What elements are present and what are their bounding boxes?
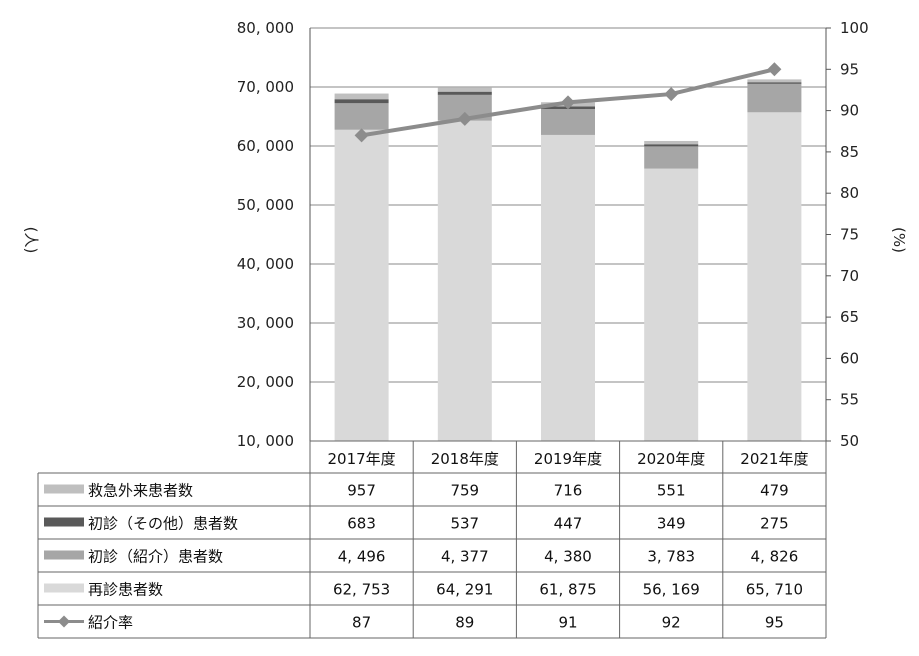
bar-segment <box>644 140 699 145</box>
line-marker <box>354 128 369 143</box>
bar-segment <box>334 93 389 100</box>
axes <box>309 27 831 442</box>
data-label: 3, 783 <box>647 548 695 566</box>
line-marker <box>664 87 679 102</box>
row-label: 救急外来患者数 <box>88 482 193 500</box>
data-label: 64, 291 <box>436 581 493 599</box>
bar-segment <box>437 91 492 95</box>
data-label: 62, 753 <box>333 581 390 599</box>
data-label: 61, 875 <box>539 581 596 599</box>
data-label: 87 <box>352 614 371 632</box>
data-label: 95 <box>765 614 784 632</box>
legend-key <box>44 484 84 494</box>
category-label: 2020年度 <box>637 450 705 468</box>
row-label: 再診患者数 <box>88 581 163 599</box>
right-tick-label: 100 <box>840 19 869 37</box>
right-tick-label: 90 <box>840 102 859 120</box>
bar-segment <box>334 99 389 104</box>
bar-segment <box>541 134 595 441</box>
left-axis-unit: (人) <box>22 227 40 254</box>
data-label: 716 <box>554 482 583 500</box>
data-label: 537 <box>450 515 479 533</box>
category-label: 2018年度 <box>431 450 499 468</box>
bar-segment <box>334 103 389 130</box>
row-label: 初診（その他）患者数 <box>88 515 238 533</box>
bar-segment <box>644 146 699 169</box>
legend-key <box>44 583 84 593</box>
data-label: 349 <box>657 515 686 533</box>
right-tick-label: 55 <box>840 391 859 409</box>
row-label: 紹介率 <box>88 614 133 632</box>
data-label: 65, 710 <box>746 581 803 599</box>
data-label: 275 <box>760 515 789 533</box>
category-label: 2017年度 <box>328 450 396 468</box>
data-label: 4, 496 <box>338 548 386 566</box>
legend-key <box>44 517 84 527</box>
bar-segment <box>747 79 802 83</box>
bar-segment <box>541 109 595 135</box>
line-marker <box>561 95 575 110</box>
line-marker <box>457 111 472 126</box>
data-label: 4, 380 <box>544 548 592 566</box>
data-label: 957 <box>347 482 376 500</box>
data-label: 92 <box>662 614 681 632</box>
right-tick-label: 85 <box>840 143 859 161</box>
data-label: 551 <box>657 482 686 500</box>
data-label: 4, 826 <box>751 548 799 566</box>
right-axis-ticks: 100 95 90 85 80 75 70 65 60 55 50 <box>840 19 869 450</box>
bars <box>334 79 802 441</box>
bar-segment <box>437 87 492 92</box>
right-tick-label: 80 <box>840 184 859 202</box>
right-tick-label: 60 <box>840 349 859 367</box>
category-label: 2021年度 <box>740 450 808 468</box>
right-tick-label: 70 <box>840 267 859 285</box>
bar-segment <box>437 120 492 441</box>
data-label: 479 <box>760 482 789 500</box>
bar-segment <box>644 168 699 441</box>
left-axis-ticks: 80, 000 70, 000 60, 000 50, 000 40, 000 30, 0… <box>237 19 294 450</box>
referral-rate-line <box>354 62 782 143</box>
category-label: 2019年度 <box>534 450 602 468</box>
left-tick-label: 30, 000 <box>237 314 294 332</box>
left-tick-label: 60, 000 <box>237 137 294 155</box>
right-tick-label: 75 <box>840 226 859 244</box>
legend-key-marker <box>58 615 70 628</box>
data-label: 89 <box>455 614 474 632</box>
left-tick-label: 40, 000 <box>237 255 294 273</box>
data-label: 56, 169 <box>643 581 700 599</box>
bar-segment <box>644 144 699 147</box>
left-tick-label: 70, 000 <box>237 78 294 96</box>
row-label: 初診（紹介）患者数 <box>88 548 223 566</box>
left-tick-label: 10, 000 <box>237 432 294 450</box>
line-marker <box>767 62 782 77</box>
bar-segment <box>334 129 389 441</box>
bar-segment <box>747 83 802 113</box>
data-label: 4, 377 <box>441 548 489 566</box>
left-tick-label: 50, 000 <box>237 196 294 214</box>
bar-segment <box>747 112 802 441</box>
right-tick-label: 50 <box>840 432 859 450</box>
right-tick-label: 95 <box>840 60 859 78</box>
left-tick-label: 80, 000 <box>237 19 294 37</box>
right-axis-unit: (%) <box>890 227 908 253</box>
legend-key <box>44 550 84 560</box>
data-label: 759 <box>450 482 479 500</box>
data-label: 683 <box>347 515 376 533</box>
left-tick-label: 20, 000 <box>237 373 294 391</box>
bar-segment <box>747 82 802 84</box>
data-label: 91 <box>558 614 577 632</box>
right-tick-label: 65 <box>840 308 859 326</box>
data-label: 447 <box>554 515 583 533</box>
